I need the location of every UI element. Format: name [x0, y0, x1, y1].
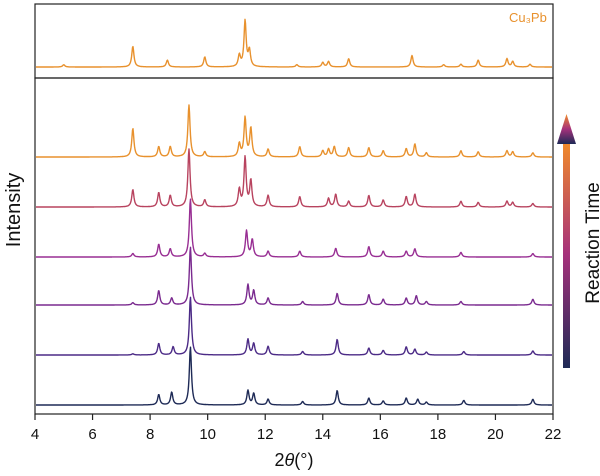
series-trace-6	[35, 346, 553, 406]
x-axis-title-prefix: 2	[275, 450, 285, 470]
traces-group	[35, 18, 553, 406]
x-tick-label: 22	[545, 426, 562, 443]
series-trace-5	[35, 296, 553, 356]
x-tick-label: 16	[372, 426, 389, 443]
x-tick-label: 10	[199, 426, 216, 443]
x-tick-label: 6	[88, 426, 96, 443]
reference-label: Cu₃Pb	[509, 10, 547, 25]
main-panel-frame	[34, 77, 554, 415]
x-axis-title-theta: θ	[285, 450, 295, 470]
series-trace-1	[35, 104, 553, 158]
x-tick-label: 8	[146, 426, 154, 443]
x-axis-title-suffix: (°)	[294, 450, 313, 470]
x-tick-label: 4	[31, 426, 39, 443]
series-trace-4	[35, 246, 553, 306]
reaction-time-arrow-head	[557, 114, 576, 144]
reaction-time-arrow-shaft	[563, 140, 570, 368]
x-tick-label: 12	[257, 426, 274, 443]
series-trace-2	[35, 148, 553, 208]
x-axis-title: 2θ(°)	[275, 450, 314, 470]
reference-trace	[35, 18, 553, 68]
x-tick-label: 18	[430, 426, 447, 443]
x-axis: 4 6 8 10 12 14 16 18 20 22	[31, 414, 562, 443]
x-tick-label: 20	[487, 426, 504, 443]
y-axis-title: Intensity	[3, 173, 25, 247]
reaction-time-label: Reaction Time	[583, 182, 600, 303]
series-trace-3	[35, 198, 553, 258]
x-tick-label: 14	[314, 426, 331, 443]
